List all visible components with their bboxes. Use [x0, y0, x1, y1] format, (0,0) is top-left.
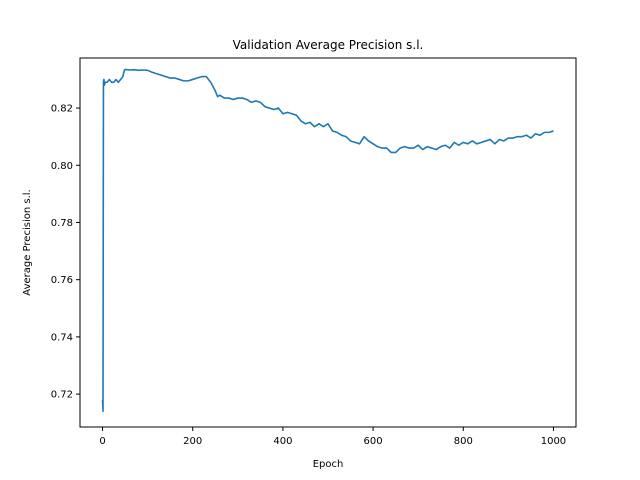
- y-axis: 0.72 0.74 0.76 0.78 0.80 0.82: [51, 104, 80, 401]
- x-tick-label: 1000: [541, 436, 566, 447]
- x-axis-label: Epoch: [313, 459, 344, 470]
- x-tick-label: 600: [364, 436, 383, 447]
- y-tick-label: 0.82: [51, 104, 73, 115]
- x-tick-label: 0: [99, 436, 105, 447]
- y-tick-label: 0.78: [51, 218, 73, 229]
- x-axis: 0 200 400 600 800 1000: [99, 427, 566, 447]
- plot-area: [101, 68, 554, 413]
- x-tick-label: 400: [273, 436, 292, 447]
- y-tick-label: 0.72: [51, 390, 73, 401]
- x-tick-label: 800: [454, 436, 473, 447]
- y-axis-label: Average Precision s.l.: [22, 189, 33, 295]
- y-tick-label: 0.74: [51, 332, 73, 343]
- y-tick-label: 0.80: [51, 161, 73, 172]
- chart-title: Validation Average Precision s.l.: [233, 38, 424, 52]
- y-tick-label: 0.76: [51, 275, 73, 286]
- x-tick-label: 200: [183, 436, 202, 447]
- plot-frame: [79, 57, 577, 428]
- series-line-0: [101, 68, 554, 413]
